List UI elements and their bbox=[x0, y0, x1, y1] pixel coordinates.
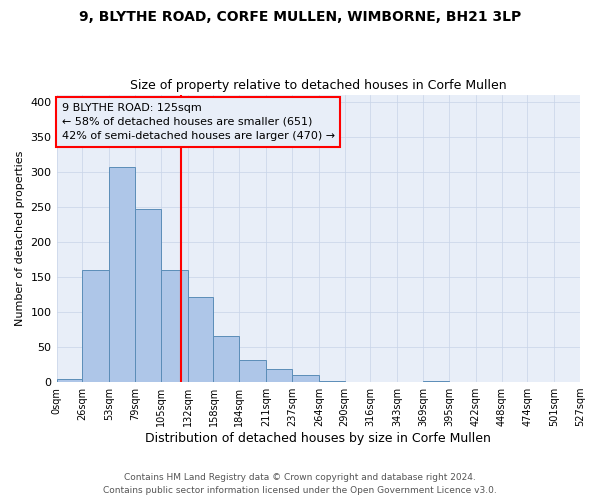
Bar bbox=[239, 360, 266, 382]
Text: Contains HM Land Registry data © Crown copyright and database right 2024.
Contai: Contains HM Land Registry data © Crown c… bbox=[103, 474, 497, 495]
Bar bbox=[266, 370, 292, 382]
Bar bbox=[188, 296, 214, 382]
Bar bbox=[135, 209, 161, 382]
Bar bbox=[161, 270, 188, 382]
Bar bbox=[109, 167, 135, 382]
X-axis label: Distribution of detached houses by size in Corfe Mullen: Distribution of detached houses by size … bbox=[145, 432, 491, 445]
Bar bbox=[56, 378, 82, 382]
Y-axis label: Number of detached properties: Number of detached properties bbox=[15, 150, 25, 326]
Title: Size of property relative to detached houses in Corfe Mullen: Size of property relative to detached ho… bbox=[130, 79, 506, 92]
Bar bbox=[292, 375, 319, 382]
Bar bbox=[214, 336, 239, 382]
Text: 9, BLYTHE ROAD, CORFE MULLEN, WIMBORNE, BH21 3LP: 9, BLYTHE ROAD, CORFE MULLEN, WIMBORNE, … bbox=[79, 10, 521, 24]
Text: 9 BLYTHE ROAD: 125sqm
← 58% of detached houses are smaller (651)
42% of semi-det: 9 BLYTHE ROAD: 125sqm ← 58% of detached … bbox=[62, 103, 335, 141]
Bar bbox=[82, 270, 109, 382]
